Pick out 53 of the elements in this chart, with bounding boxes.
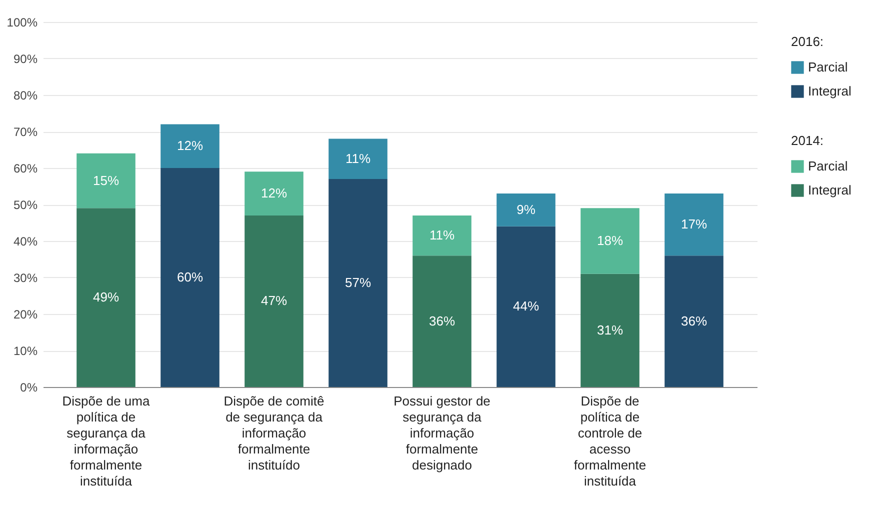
data-label: 36% [680,313,708,328]
bar [412,256,472,387]
y-tick-label: 30% [13,271,38,285]
legend-label: Parcial [808,158,848,174]
y-tick-label: 60% [13,162,38,176]
bar [328,138,388,179]
data-label: 31% [596,322,624,338]
y-tick-label: 20% [13,308,38,322]
bar [580,208,640,274]
x-tick-label: Dispõe de comitê de segurança da informação formalmente instituído [224,394,324,472]
data-label: 36% [428,313,456,328]
x-tick-label: Dispõe de política de controle de acesso formalmente instituída [574,394,646,488]
bar [160,124,220,168]
bar [664,256,724,387]
bar [580,274,640,387]
y-tick-label: 90% [13,52,38,66]
y-tick-label: 70% [13,125,38,139]
text: 2014: [791,133,824,148]
data-label: 15% [92,172,120,188]
data-label: 17% [680,216,708,232]
y-tick-label: 100% [6,16,38,30]
bar [664,194,724,256]
bar [412,215,472,256]
data-label: 11% [345,150,371,166]
bar [76,208,136,387]
data-label: 12% [260,186,288,201]
data-label: 12% [176,138,204,154]
legend-label: Parcial [808,60,848,74]
data-label: 60% [176,270,204,284]
y-tick-label: 10% [13,344,38,358]
bar [76,153,136,208]
legend-label: Integral [808,182,852,198]
data-label: 47% [260,293,288,308]
data-label: 11% [429,228,455,243]
y-tick-label: 40% [13,234,38,248]
y-tick-label: 50% [13,198,38,212]
bar [328,178,388,387]
x-tick-label: Possui gestor de segurança da informação formalmente designado [394,394,490,472]
data-label: 49% [92,290,120,305]
y-tick-label: 0% [20,380,38,394]
x-tick-label: Dispõe de uma política de segurança da informação formalmente instituída [62,394,150,488]
legend-label: Integral [808,84,852,98]
bar [496,194,556,226]
data-label: 57% [344,274,372,290]
bar [244,172,304,216]
text: 2016: [791,34,824,49]
bar [496,226,556,387]
y-tick-label: 80% [13,88,38,102]
data-label: 44% [512,298,540,314]
bar [244,215,304,387]
data-label: 18% [596,233,624,248]
data-label: 9% [516,202,536,217]
bar [160,168,220,387]
